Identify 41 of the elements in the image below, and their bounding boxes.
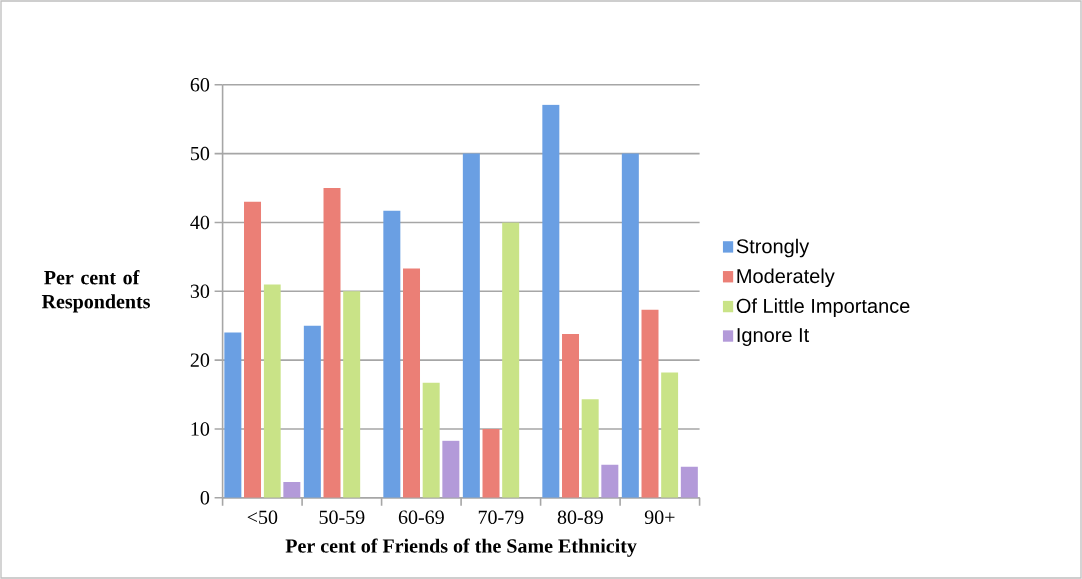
x-tick-label: 80-89 (557, 510, 603, 524)
bar (343, 291, 361, 498)
bar (621, 153, 639, 498)
y-tick-label: 60 (190, 78, 210, 92)
y-tick-label: 0 (200, 491, 210, 505)
x-tick-label: <50 (247, 510, 278, 524)
bar (263, 284, 281, 498)
bar (601, 464, 619, 498)
legend-label: Ignore It (737, 328, 810, 347)
bar (581, 399, 599, 498)
bar (303, 325, 321, 498)
bar (680, 466, 698, 498)
bar (283, 481, 301, 498)
y-tick-label: 40 (190, 215, 210, 230)
x-tick-label: 60-69 (398, 510, 444, 524)
bar (224, 332, 242, 498)
bar (442, 440, 460, 498)
legend-label: Of Little Importance (736, 298, 910, 317)
bar (542, 104, 560, 498)
y-tick-label: 50 (191, 146, 210, 161)
bar (482, 428, 500, 498)
bar (403, 268, 421, 498)
bar (641, 309, 659, 498)
x-tick-label: 50-59 (319, 510, 365, 524)
y-tick-label: 30 (190, 284, 210, 299)
y-axis-title: Per cent of Respondents (41, 270, 150, 313)
bar (244, 201, 262, 498)
bar (462, 153, 480, 498)
bar (422, 382, 440, 498)
bar (323, 188, 341, 498)
bar (562, 333, 580, 498)
bar (383, 210, 401, 498)
x-tick-label: 90+ (644, 510, 675, 524)
bar (661, 372, 679, 498)
x-axis-title: Per cent of Friends of the Same Ethnicity (285, 538, 637, 557)
bar (502, 222, 520, 498)
legend-label: Moderately (737, 268, 835, 288)
y-tick-label: 10 (191, 422, 210, 436)
x-tick-label: 70-79 (478, 510, 524, 524)
legend-label: Strongly (736, 238, 810, 258)
y-tick-label: 20 (190, 353, 210, 367)
